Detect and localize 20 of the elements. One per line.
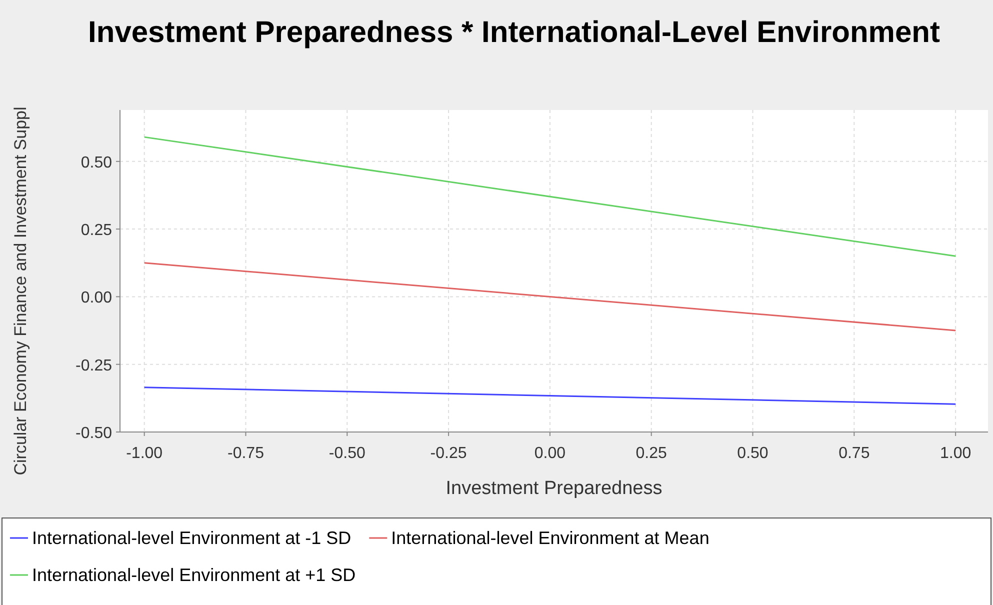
y-tick-label: -0.25 — [76, 357, 112, 374]
x-tick-label: -0.50 — [328, 445, 366, 462]
legend-label: International-level Environment at Mean — [391, 528, 710, 548]
y-tick-label: -0.50 — [76, 425, 112, 442]
x-tick-label: 0.50 — [737, 445, 768, 462]
x-tick-label: -1.00 — [126, 445, 163, 462]
x-tick-label: -0.25 — [430, 445, 467, 462]
legend-label: International-level Environment at +1 SD — [32, 565, 356, 585]
x-axis-title: Investment Preparedness — [446, 478, 662, 499]
x-tick-label: 1.00 — [940, 445, 972, 462]
chart-title: Investment Preparedness * International-Level Environment — [88, 16, 940, 49]
x-tick-label: -0.75 — [228, 445, 264, 462]
legend-label: International-level Environment at -1 SD — [32, 528, 352, 548]
y-tick-label: 0.00 — [80, 290, 112, 307]
x-tick-label: 0.75 — [838, 445, 870, 462]
x-tick-label: 0.25 — [636, 445, 668, 462]
y-tick-label: 0.50 — [80, 154, 112, 172]
y-axis-title: Circular Economy Finance and Investment Suppl — [11, 106, 30, 476]
x-tick-label: 0.00 — [534, 445, 566, 462]
y-tick-label: 0.25 — [80, 222, 112, 240]
